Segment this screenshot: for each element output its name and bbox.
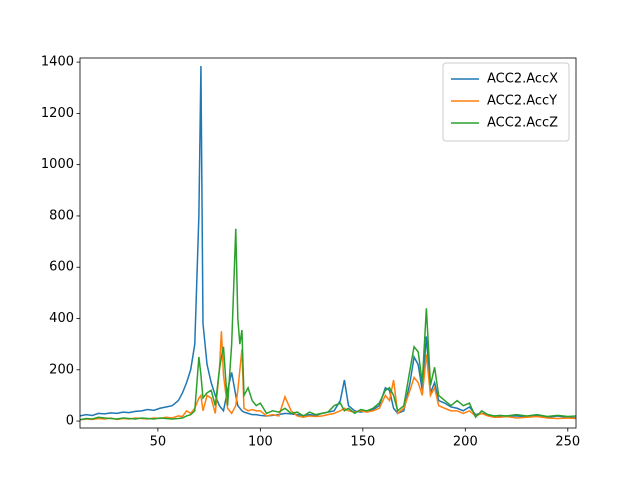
x-tick-label: 200 (453, 435, 478, 450)
x-tick-label: 250 (555, 435, 580, 450)
y-tick-label: 600 (49, 260, 74, 275)
y-tick-label: 400 (49, 311, 74, 326)
y-tick-label: 800 (49, 208, 74, 223)
y-tick-label: 200 (49, 362, 74, 377)
legend-box (442, 62, 570, 142)
data-line (80, 228, 576, 421)
y-tick-label: 1000 (41, 157, 74, 172)
y-tick-label: 1200 (41, 106, 74, 121)
y-tick-label: 1400 (41, 55, 74, 70)
x-tick-label: 100 (248, 435, 273, 450)
plot-frame (79, 57, 577, 429)
x-tick-label: 50 (150, 435, 167, 450)
x-tick-label: 150 (350, 435, 375, 450)
legend-label: ACC2.AccX (487, 72, 558, 87)
legend-label: ACC2.AccZ (487, 116, 558, 131)
legend-label: ACC2.AccY (487, 94, 557, 109)
y-tick-label: 0 (66, 414, 74, 429)
